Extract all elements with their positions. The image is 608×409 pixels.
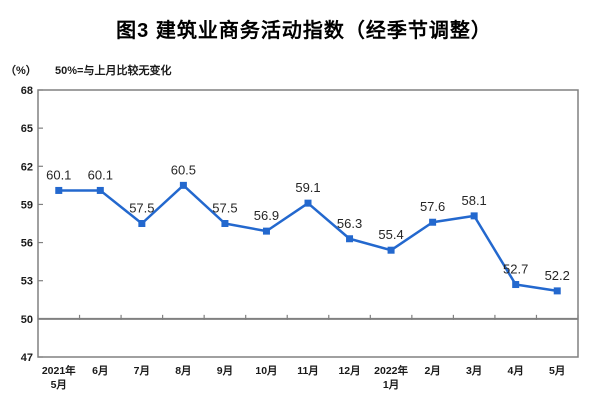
x-axis-label: 5月 [549, 365, 565, 377]
data-point [429, 218, 437, 226]
x-axis-label: 1月 [383, 379, 399, 391]
data-point [553, 287, 561, 295]
plot-frame [37, 89, 579, 358]
y-tick-label: 62 [21, 161, 33, 173]
y-tick-label: 65 [21, 123, 33, 135]
data-point [55, 186, 63, 194]
y-tick-label: 53 [21, 276, 33, 288]
x-axis-label: 6月 [92, 365, 108, 377]
x-axis-label: 10月 [255, 365, 277, 377]
data-label: 60.1 [46, 167, 71, 182]
x-axis-label: 3月 [466, 365, 482, 377]
data-point [512, 281, 520, 289]
data-label: 60.5 [171, 162, 196, 177]
data-label: 60.1 [88, 167, 113, 182]
data-point [138, 220, 146, 227]
data-label: 57.5 [212, 201, 237, 216]
data-label: 55.4 [378, 227, 403, 242]
data-label: 52.2 [545, 268, 570, 283]
data-point [304, 199, 312, 207]
data-label: 57.6 [420, 199, 445, 214]
data-point [470, 212, 478, 220]
data-point [179, 181, 187, 189]
x-axis-label: 12月 [338, 365, 360, 377]
data-point [387, 246, 395, 254]
x-axis-label: 11月 [297, 365, 319, 377]
y-axis-unit-label: （%） [5, 65, 37, 77]
y-tick-label: 47 [21, 352, 33, 364]
data-point [221, 220, 229, 227]
data-point [346, 235, 354, 243]
data-label: 56.3 [337, 216, 362, 231]
x-axis-label: 2021年 [42, 364, 76, 377]
x-axis-label: 7月 [134, 365, 150, 377]
data-label: 58.1 [461, 193, 486, 208]
y-tick-label: 59 [21, 199, 33, 211]
x-axis-label: 8月 [175, 365, 191, 377]
reference-note: 50%=与上月比较无变化 [55, 65, 172, 77]
x-axis-label: 2月 [424, 365, 440, 377]
y-tick-label: 50 [21, 314, 33, 326]
data-point [96, 186, 104, 194]
chart-title: 图3 建筑业商务活动指数（经季节调整） [116, 20, 492, 42]
data-label: 52.7 [503, 262, 528, 277]
x-axis-label: 4月 [508, 365, 524, 377]
data-label: 59.1 [295, 180, 320, 195]
data-label: 56.9 [254, 208, 279, 223]
x-axis-label: 5月 [51, 379, 67, 391]
x-axis-label: 2022年 [374, 364, 408, 377]
y-tick-label: 56 [21, 238, 33, 250]
y-tick-label: 68 [21, 85, 33, 97]
data-point [262, 227, 270, 235]
data-label: 57.5 [129, 201, 154, 216]
x-axis-label: 9月 [217, 365, 233, 377]
